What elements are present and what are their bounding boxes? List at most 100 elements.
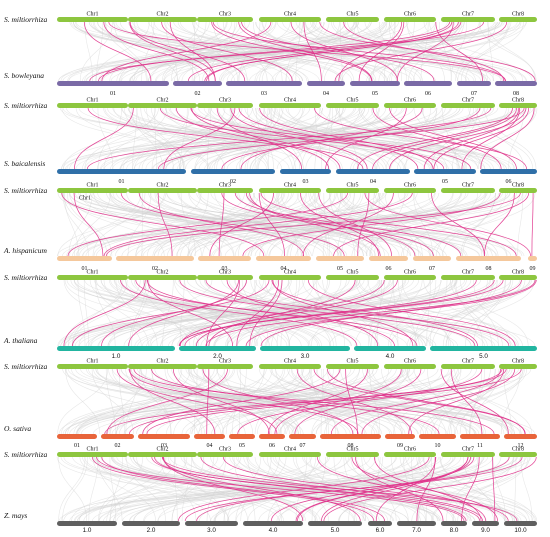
background-link [233, 279, 472, 347]
reference-chromosome-label: Chr2 [157, 447, 169, 453]
target-chromosome [185, 521, 238, 526]
background-link [397, 192, 508, 257]
background-link [452, 107, 479, 170]
highlight-link [274, 368, 402, 435]
highlight-link [484, 192, 515, 257]
reference-chromosome [441, 452, 495, 457]
target-chromosome-label: 1.0 [83, 527, 92, 534]
target-chromosome-label: 04 [207, 443, 213, 449]
background-link [82, 192, 377, 257]
reference-chromosome-label: Chr7 [462, 447, 474, 453]
target-chromosome-label: 3.0 [207, 527, 216, 534]
highlight-link [338, 21, 403, 82]
background-link [214, 368, 299, 435]
background-link [151, 368, 203, 435]
background-link [397, 279, 417, 347]
target-chromosome [413, 256, 451, 261]
highlight-link [357, 107, 513, 170]
highlight-link [163, 107, 236, 170]
background-link [92, 456, 156, 522]
background-link [191, 456, 305, 522]
target-chromosome-label: 07 [300, 443, 306, 449]
target-chromosome-label: 02 [115, 443, 121, 449]
background-link [362, 368, 447, 435]
reference-chromosome [259, 188, 321, 193]
background-link [84, 21, 93, 82]
reference-chromosome [128, 17, 197, 22]
highlight-link [480, 107, 535, 170]
reference-chromosome-label: Chr3 [219, 359, 231, 365]
background-link [75, 107, 210, 170]
reference-chromosome [326, 452, 379, 457]
background-link [520, 456, 533, 522]
highlight-link [303, 21, 322, 82]
background-link [71, 279, 124, 347]
background-link [77, 456, 472, 522]
background-link [191, 456, 380, 522]
background-link [408, 368, 462, 435]
background-link [58, 456, 86, 522]
reference-chromosome [57, 364, 128, 369]
highlight-link [334, 21, 508, 82]
highlight-link [237, 368, 483, 435]
highlight-link [67, 192, 348, 257]
background-link [72, 192, 307, 257]
background-link [65, 107, 478, 170]
background-link [235, 279, 291, 347]
background-link [267, 456, 485, 522]
target-chromosome-label: 01 [110, 91, 116, 97]
reference-chromosome [197, 17, 253, 22]
reference-chromosome-label: Chr6 [404, 183, 416, 189]
highlight-link [161, 21, 293, 82]
highlight-link [159, 107, 445, 170]
highlight-link [357, 192, 370, 257]
highlight-link [196, 456, 510, 522]
background-link [396, 21, 415, 82]
background-link [311, 368, 390, 435]
background-link [176, 192, 385, 257]
background-link [91, 368, 134, 435]
background-link [120, 107, 437, 170]
highlight-link [531, 192, 534, 257]
highlight-link [221, 107, 481, 170]
reference-species-label: S. miltiorrhiza [4, 362, 47, 371]
highlight-link [209, 192, 274, 257]
target-chromosome [226, 81, 302, 86]
background-link [268, 192, 436, 257]
reference-chromosome [499, 452, 537, 457]
target-chromosome-label: 05 [337, 266, 343, 272]
background-link [425, 368, 527, 435]
reference-chromosome-label: Chr7 [462, 270, 474, 276]
background-link [479, 21, 537, 82]
background-link [84, 107, 156, 170]
highlight-link [396, 21, 454, 82]
highlight-link [96, 456, 465, 522]
reference-chromosome-label: Chr4 [284, 447, 296, 453]
background-link [182, 279, 289, 347]
background-link [288, 279, 337, 347]
target-chromosome-label: 03 [222, 266, 228, 272]
background-link [492, 456, 506, 522]
background-link [113, 456, 226, 522]
reference-chromosome-label: Chr1 [79, 196, 91, 202]
background-link [445, 279, 535, 347]
background-link [150, 279, 491, 347]
background-link [125, 368, 215, 435]
background-link [179, 279, 185, 347]
background-link [226, 107, 488, 170]
highlight-link [89, 21, 484, 82]
background-link [67, 368, 215, 435]
background-link [390, 456, 426, 522]
highlight-link [105, 192, 521, 257]
highlight-link [358, 21, 405, 82]
background-link [141, 368, 172, 435]
highlight-link [435, 21, 483, 82]
background-link [78, 192, 423, 257]
background-link [248, 456, 470, 522]
target-chromosome-label: 09 [530, 266, 536, 272]
target-chromosome-label: 06 [386, 266, 392, 272]
background-link [193, 368, 406, 435]
background-link [147, 279, 290, 347]
reference-chromosome [326, 188, 379, 193]
target-chromosome-label: 08 [513, 91, 519, 97]
